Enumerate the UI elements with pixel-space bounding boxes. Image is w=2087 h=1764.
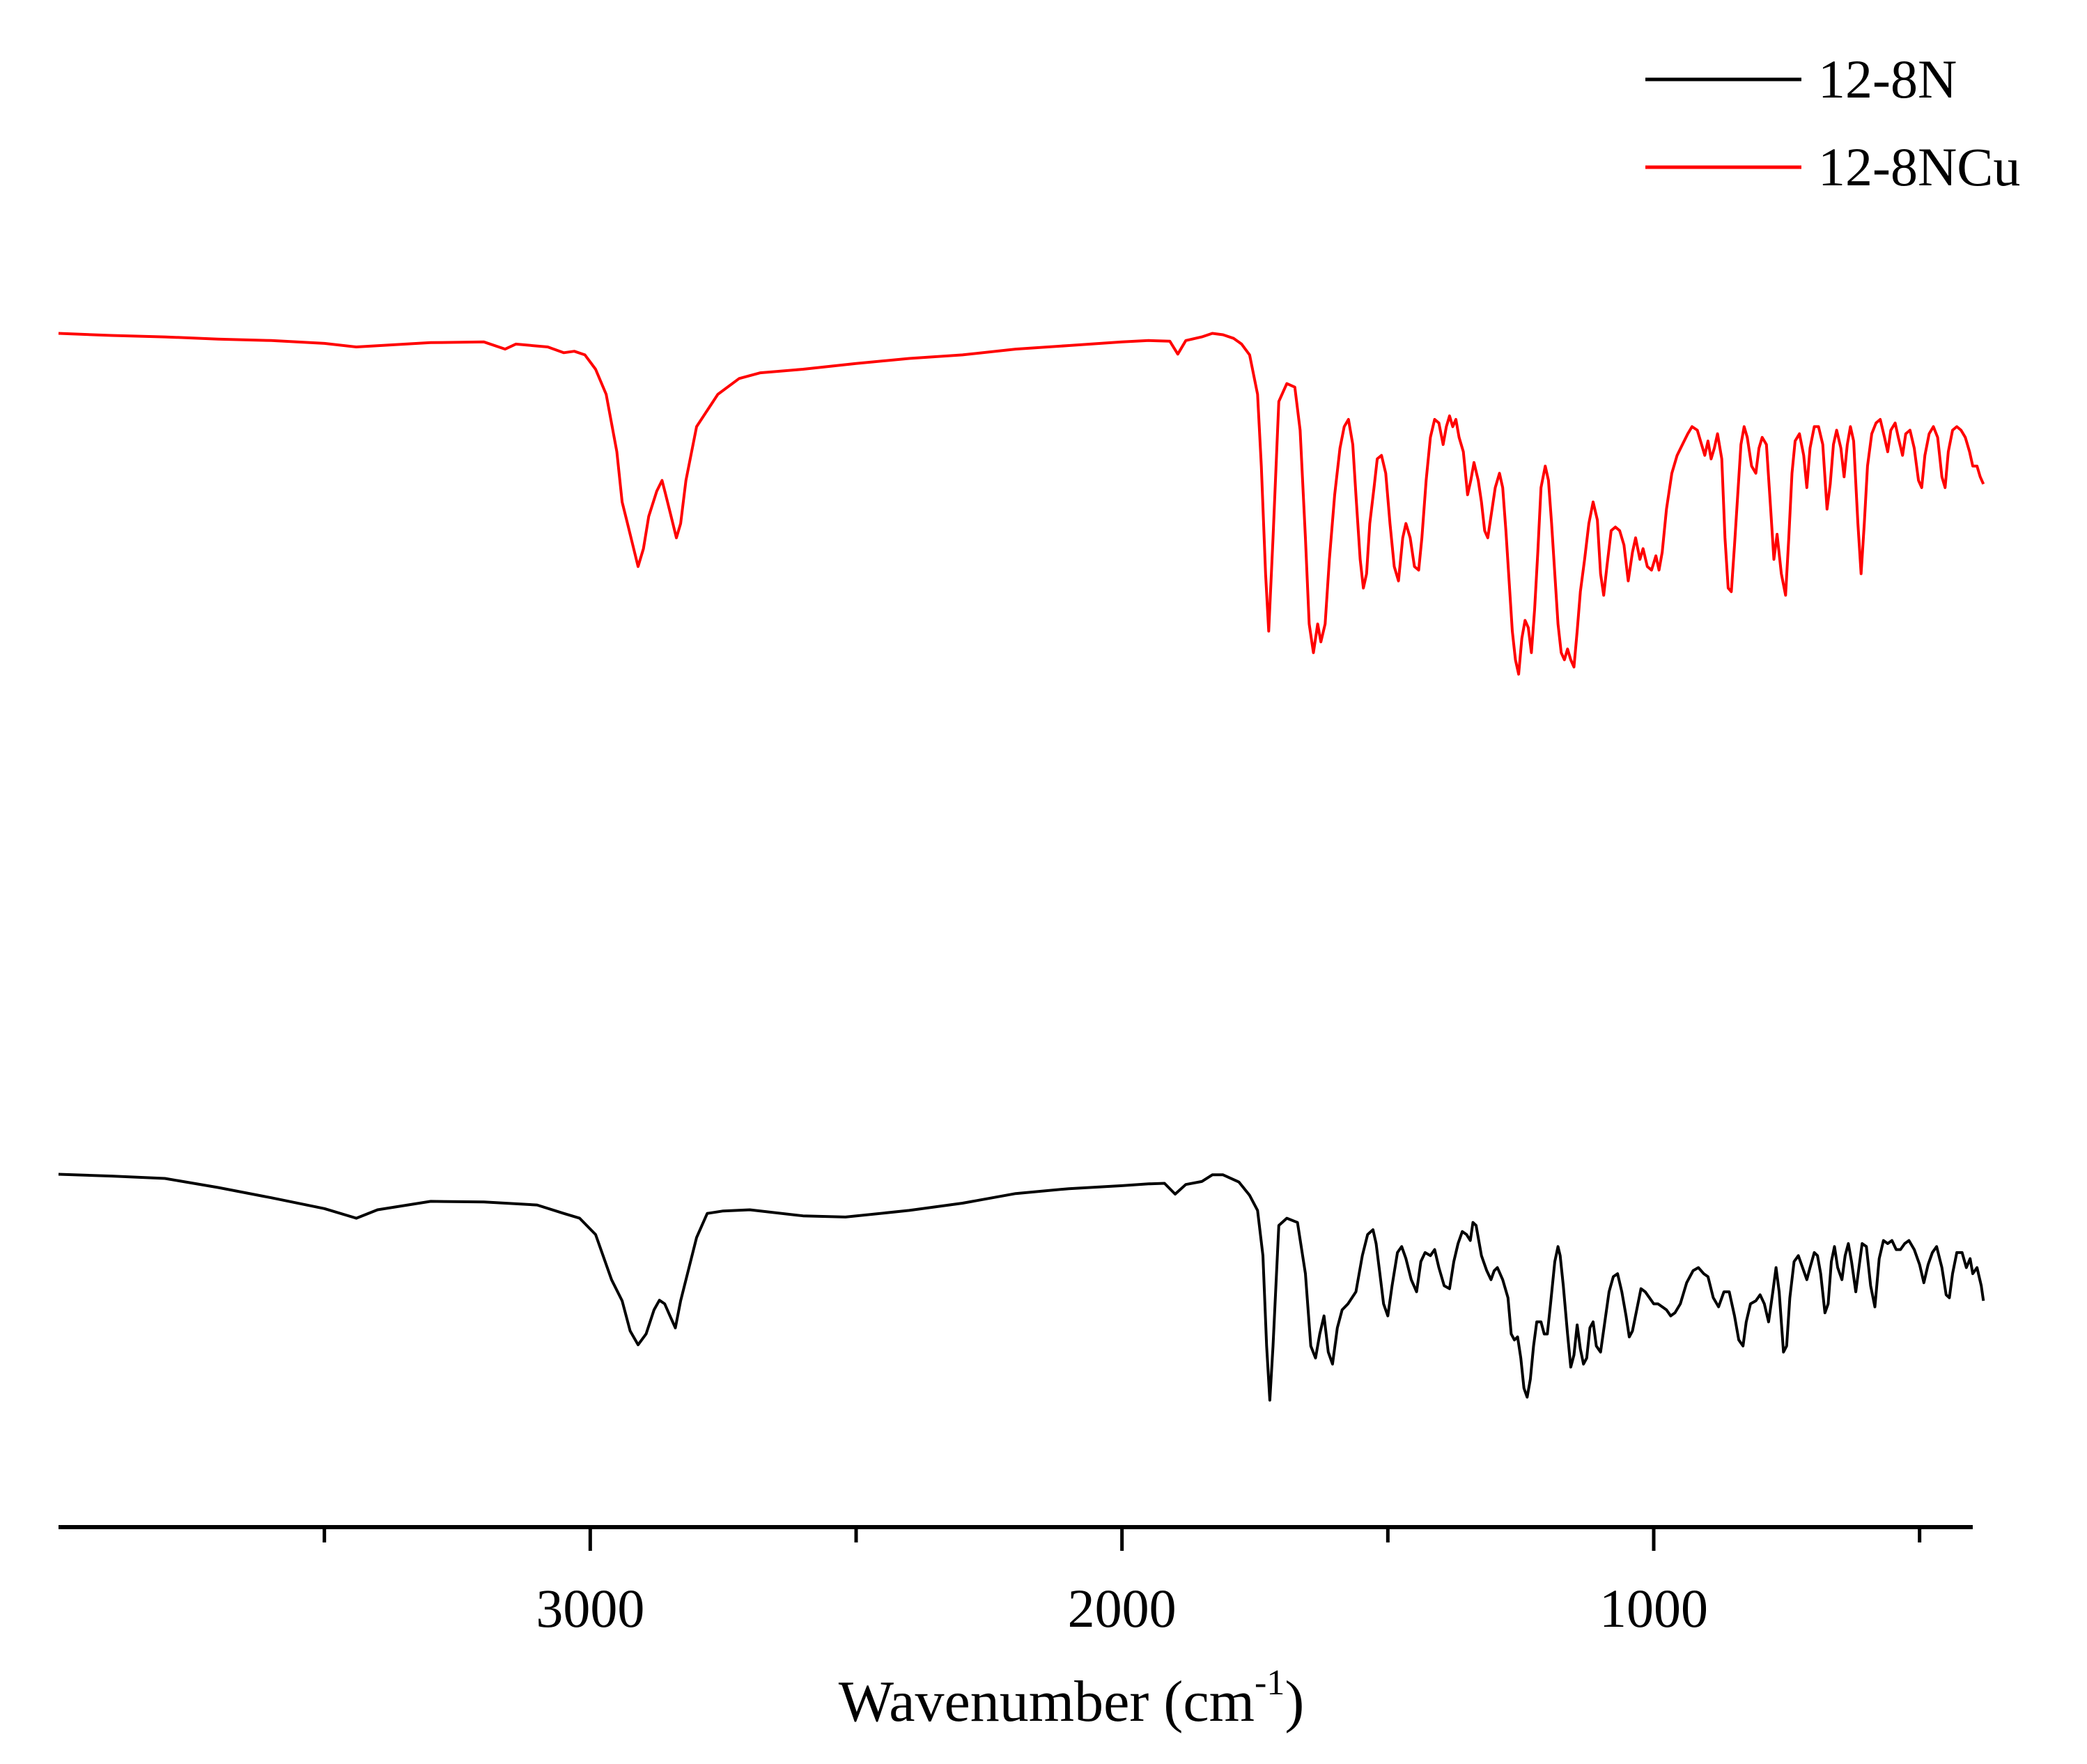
legend-label-12-8ncu: 12-8NCu	[1818, 137, 2020, 197]
x-axis-title-superscript: -1	[1255, 1663, 1285, 1703]
series-line-12-8ncu	[58, 332, 1985, 676]
x-axis-title-close: )	[1285, 1669, 1304, 1734]
series-line-12-8n	[58, 1173, 1985, 1402]
x-axis: 3000 2000 1000 Wavenumber (cm-1)	[59, 1525, 1973, 1734]
x-axis-title: Wavenumber (cm-1)	[839, 1663, 1305, 1734]
x-tick-label-2000: 2000	[1068, 1578, 1177, 1639]
legend-label-12-8n: 12-8N	[1818, 49, 1957, 109]
x-axis-title-main: Wavenumber (cm	[839, 1669, 1255, 1734]
legend: 12-8N 12-8NCu	[1645, 49, 2020, 197]
x-tick-label-1000: 1000	[1599, 1578, 1708, 1639]
x-tick-label-3000: 3000	[536, 1578, 644, 1639]
plot-area	[58, 332, 1985, 1402]
x-ticks: 3000 2000 1000	[323, 1527, 1922, 1639]
